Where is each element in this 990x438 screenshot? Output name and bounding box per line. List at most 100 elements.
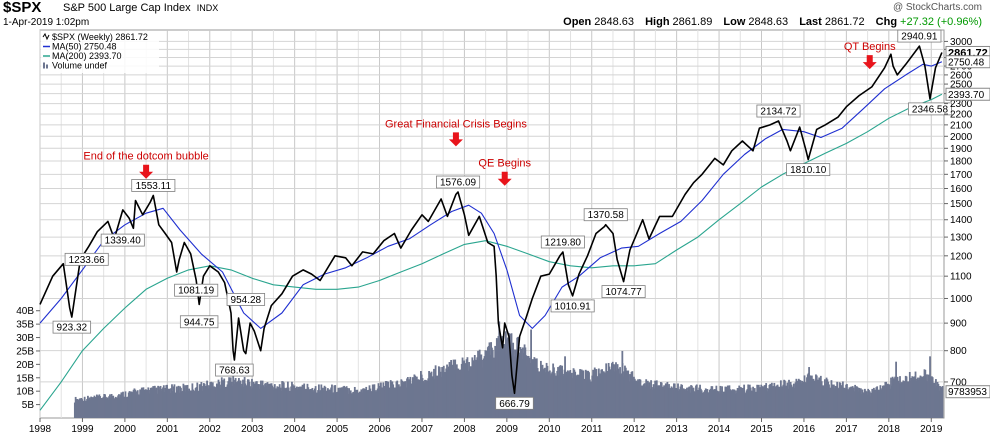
tick-label-vol-5B: 5B	[22, 400, 35, 411]
tick-label-x-2019: 2019	[920, 424, 943, 435]
tick-label-x-2015: 2015	[750, 424, 773, 435]
annotation-text: QT Begins	[844, 41, 896, 53]
tick-label-x-2017: 2017	[835, 424, 858, 435]
tick-label-x-2012: 2012	[623, 424, 646, 435]
price-label: 2134.72	[760, 107, 797, 118]
last-label: Last	[799, 16, 822, 28]
volume-last-box	[945, 385, 990, 399]
open-value: 2848.63	[594, 16, 635, 28]
tick-label-x-2018: 2018	[878, 424, 901, 435]
tick-label-vol-10B: 10B	[16, 387, 34, 398]
tick-label-y-2100: 2100	[950, 120, 973, 131]
price-label: 923.32	[57, 323, 88, 334]
legend-label: MA(50) 2750.48	[52, 42, 117, 52]
index-full-name: S&P 500 Large Cap Index	[63, 2, 191, 14]
legend-volume-icon	[43, 62, 45, 69]
price-label: 1074.77	[605, 287, 642, 298]
volume-bar	[498, 321, 501, 418]
price-label: 944.75	[184, 317, 215, 328]
price-label-box	[550, 299, 595, 313]
price-label-box	[52, 320, 92, 334]
price-label: 1081.19	[178, 286, 215, 297]
price-label-box	[897, 29, 942, 43]
chg-value: +27.32 (+0.96%)	[900, 16, 982, 28]
price-label: 1010.91	[555, 301, 592, 312]
tick-label-x-2006: 2006	[368, 424, 391, 435]
open-label: Open	[563, 16, 592, 28]
volume-bar	[621, 350, 624, 418]
price-label: 954.28	[231, 295, 262, 306]
axis-value-label: 2750.48	[948, 58, 985, 69]
volume-axis: 5B 10B 15B 20B 25B 30B 35B 40B 9783953	[16, 306, 990, 411]
price-label-box	[540, 235, 585, 249]
tick-label-x-2009: 2009	[496, 424, 519, 435]
tick-label-y-2200: 2200	[950, 109, 973, 120]
price-label-box	[226, 293, 266, 306]
tick-label-y-3000: 3000	[950, 37, 973, 48]
tick-label-y-1400: 1400	[950, 215, 973, 226]
tick-label-y-1200: 1200	[950, 251, 973, 262]
price-label-box	[495, 396, 534, 410]
volume-bar	[506, 337, 509, 418]
tick-label-y-800: 800	[950, 346, 967, 357]
price-label: 1576.09	[440, 178, 477, 189]
price-label-box	[786, 163, 831, 177]
tick-label-x-2008: 2008	[453, 424, 476, 435]
price-label-box	[174, 283, 219, 297]
high-value: 2861.89	[672, 16, 713, 28]
ticker-symbol: $SPX	[3, 0, 42, 16]
price-label-box	[601, 285, 646, 299]
price-labels: 1553.11 1339.40 1233.66 923.32 1081.19 944.75…	[52, 29, 952, 410]
volume-last-label: 9783953	[948, 387, 987, 398]
price-label-box	[179, 315, 219, 329]
tick-label-vol-35B: 35B	[16, 320, 34, 331]
quote-date: 1-Apr-2019 1:02pm	[3, 17, 90, 28]
tick-label-x-2014: 2014	[708, 424, 731, 435]
tick-label-y-1100: 1100	[950, 272, 972, 283]
annotation-text: QE Begins	[478, 158, 531, 170]
tick-label-x-2010: 2010	[538, 424, 561, 435]
tick-label-y-1700: 1700	[950, 170, 973, 181]
tick-label-y-1600: 1600	[950, 184, 973, 195]
price-label: 2346.58	[912, 104, 949, 115]
price-label: 1339.40	[105, 236, 142, 247]
tick-label-x-2005: 2005	[326, 424, 349, 435]
tick-label-y-2000: 2000	[950, 132, 973, 143]
legend-volume-icon	[46, 64, 48, 69]
price-label-box	[907, 102, 952, 116]
price-label-box	[215, 363, 254, 377]
price-label-box	[756, 104, 801, 118]
tick-label-x-2003: 2003	[241, 424, 264, 435]
chg-label: Chg	[875, 16, 898, 28]
volume-bar	[929, 356, 931, 418]
annotation-text: Great Financial Crisis Begins	[385, 118, 527, 130]
stockcharts-credit: @ StockCharts.com	[892, 2, 982, 13]
annotation-text: End of the dotcom bubble	[83, 151, 208, 163]
low-value: 2848.63	[748, 16, 789, 28]
date-axis: 1998 1999 2000 2001 2002 2003 2004 2005 2006 2007…	[29, 418, 943, 435]
tick-label-y-700: 700	[950, 377, 967, 388]
tick-label-y-2300: 2300	[950, 99, 973, 110]
tick-label-vol-25B: 25B	[16, 346, 34, 357]
legend-background	[41, 31, 159, 73]
price-label-box	[583, 208, 628, 222]
tick-label-y-2500: 2500	[950, 80, 973, 91]
price-label: 768.63	[219, 366, 250, 377]
red-arrow-icon	[139, 164, 154, 179]
tick-label-vol-20B: 20B	[16, 360, 34, 371]
volume-bar	[808, 367, 810, 418]
price-label: 1553.11	[136, 181, 172, 192]
price-label: 1810.10	[790, 165, 827, 176]
low-label: Low	[723, 16, 746, 28]
legend-label: Volume undef	[52, 61, 108, 71]
tick-label-vol-15B: 15B	[16, 373, 34, 384]
price-label: 1233.66	[69, 255, 106, 266]
price-axis: 700 800 900 1000 1100 1200 1300 1400 1500 1600 170…	[944, 37, 990, 388]
tick-label-x-1998: 1998	[29, 424, 52, 435]
tick-label-vol-40B: 40B	[16, 306, 34, 317]
price-label-box	[100, 233, 145, 247]
volume-bars	[73, 321, 944, 418]
annotations: End of the dotcom bubble Great Financial …	[83, 41, 896, 186]
